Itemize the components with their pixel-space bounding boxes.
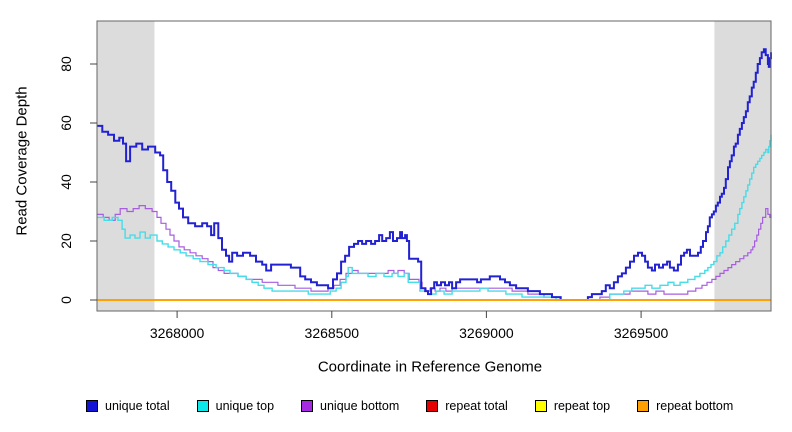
legend-item-repeat-bottom: repeat bottom <box>637 399 733 413</box>
legend: unique total unique top unique bottom repea… <box>86 399 733 413</box>
coverage-plot: 3268000 3268500 3269000 3269500 0 20 40 60 80 <box>58 20 772 341</box>
legend-swatch-unique-bottom <box>301 400 314 412</box>
x-tick-label-3269500: 3269500 <box>614 325 669 341</box>
x-tick-label-3269000: 3269000 <box>459 325 514 341</box>
legend-item-unique-top: unique top <box>196 399 275 413</box>
legend-label-unique-top: unique top <box>215 399 275 413</box>
legend-swatch-repeat-total <box>426 400 439 412</box>
legend-label-unique-bottom: unique bottom <box>320 399 400 413</box>
legend-item-unique-bottom: unique bottom <box>301 399 399 413</box>
legend-label-unique-total: unique total <box>105 399 170 413</box>
y-tick-label-40: 40 <box>58 174 74 190</box>
legend-item-repeat-total: repeat total <box>426 399 508 413</box>
legend-swatch-repeat-bottom <box>637 400 650 412</box>
highlight-band-0 <box>97 21 155 311</box>
legend-item-repeat-top: repeat top <box>534 399 611 413</box>
x-tick-label-3268000: 3268000 <box>150 325 205 341</box>
series-line-unique-total <box>97 48 772 301</box>
legend-swatch-repeat-top <box>534 400 547 412</box>
x-tick-label-3268500: 3268500 <box>305 325 360 341</box>
legend-swatch-unique-total <box>86 400 98 412</box>
y-axis-title: Read Coverage Depth <box>13 86 31 236</box>
y-tick-label-60: 60 <box>58 115 74 131</box>
x-axis-title: Coordinate in Reference Genome <box>317 358 543 376</box>
legend-item-unique-total: unique total <box>86 399 170 413</box>
highlight-band-1 <box>714 21 771 311</box>
legend-label-repeat-top: repeat top <box>553 399 611 413</box>
legend-label-repeat-bottom: repeat bottom <box>656 399 734 413</box>
legend-swatch-unique-top <box>196 400 209 412</box>
series-line-unique-top <box>97 134 772 301</box>
y-tick-label-80: 80 <box>58 56 74 72</box>
plot-border <box>96 20 772 312</box>
y-tick-label-0: 0 <box>58 296 74 304</box>
y-tick-label-20: 20 <box>58 233 74 249</box>
legend-label-repeat-total: repeat total <box>445 399 508 413</box>
